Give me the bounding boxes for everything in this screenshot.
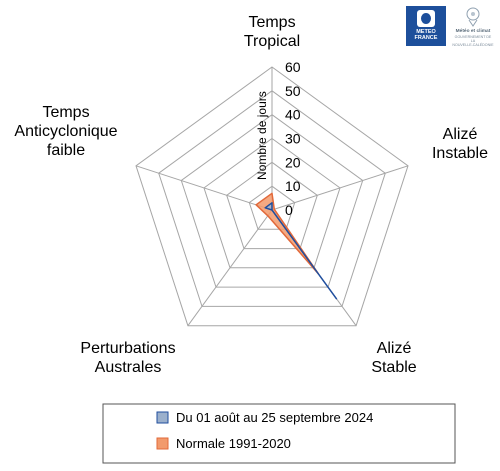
tick-label-20: 20	[285, 154, 301, 170]
partner-emblem-icon	[466, 7, 480, 27]
axis-label-1: Alizé Instable	[432, 126, 488, 162]
legend-label-series-1: Normale 1991-2020	[176, 436, 291, 451]
grid-ring-50	[158, 90, 386, 307]
tick-label-60: 60	[285, 59, 301, 75]
spoke-3	[187, 209, 273, 326]
axis-label-4: Temps Anticyclonique faible	[14, 104, 117, 159]
legend-swatch-series-0	[156, 411, 169, 424]
tick-label-30: 30	[285, 131, 301, 147]
legend: Du 01 août au 25 septembre 2024 Normale …	[102, 403, 456, 464]
tick-label-0: 0	[285, 202, 293, 218]
series-group	[255, 192, 338, 300]
meteo-france-logo: METEO FRANCE Météo et climat GOUVERNEMEN…	[406, 6, 494, 47]
partner-title: Météo et climat	[455, 29, 491, 34]
series-area-0	[264, 202, 338, 300]
legend-box	[102, 403, 456, 464]
radial-axis-label: Nombre de jours	[255, 91, 269, 180]
partner-logo: Météo et climat GOUVERNEMENT DE LA NOUVE…	[452, 6, 494, 47]
grid-ring-60	[135, 66, 409, 327]
axis-labels: Temps Tropical Alizé Instable Alizé Stable Per…	[14, 14, 488, 376]
tick-label-50: 50	[285, 83, 301, 99]
legend-swatch-series-1	[156, 437, 169, 450]
grid-ring-30	[203, 137, 341, 269]
tick-labels: 0 10 20 30 40 50 60	[285, 59, 301, 218]
tick-label-10: 10	[285, 178, 301, 194]
grid-ring-40	[180, 114, 364, 288]
grid-ring-10	[248, 185, 296, 230]
axis-label-0: Temps Tropical	[244, 14, 300, 50]
axis-label-2: Alizé Stable	[371, 340, 416, 376]
axis-label-3: Perturbations Australes	[80, 340, 175, 376]
spoke-1	[271, 165, 409, 211]
brand-line-1: METEO	[416, 29, 436, 35]
meteo-france-emblem-icon	[417, 10, 435, 27]
spoke-4	[135, 165, 273, 211]
grid-ring-20	[226, 161, 318, 250]
partner-sub-line-1: GOUVERNEMENT DE LA	[454, 35, 492, 43]
brand-line-2: FRANCE	[414, 35, 438, 41]
meteo-france-badge: METEO FRANCE	[406, 6, 446, 46]
legend-label-series-0: Du 01 août au 25 septembre 2024	[176, 410, 373, 425]
tick-label-40: 40	[285, 107, 301, 123]
radar-grid	[135, 66, 409, 327]
partner-sub-line-2: NOUVELLE-CALÉDONIE	[452, 43, 494, 47]
